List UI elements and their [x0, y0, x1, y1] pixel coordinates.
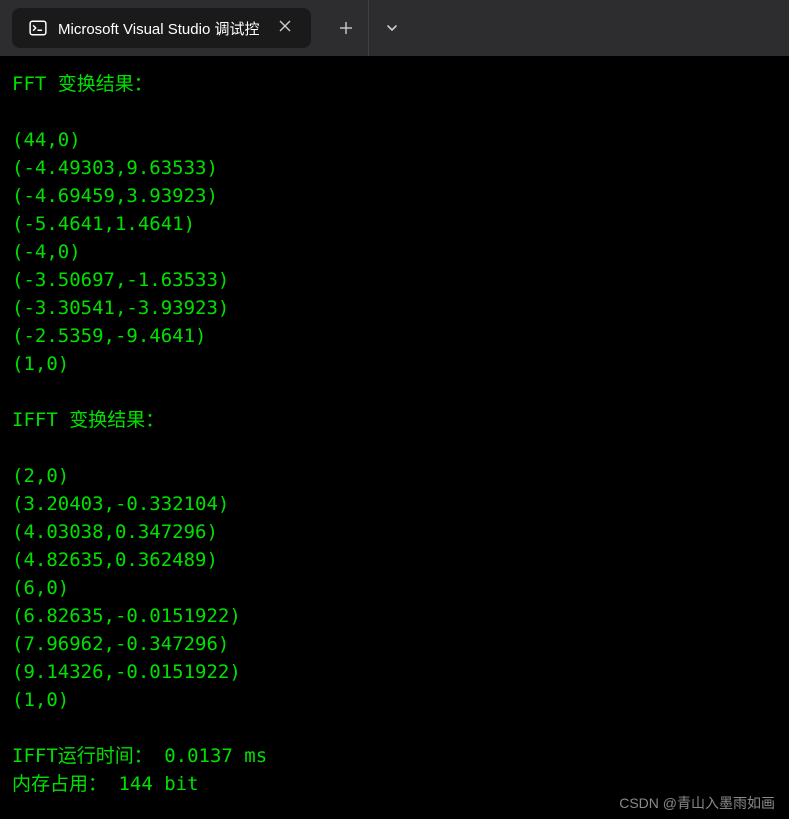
fft-result-line: (-2.5359,-9.4641) [12, 322, 777, 350]
ifft-result-line: (2,0) [12, 462, 777, 490]
ifft-result-line: (3.20403,-0.332104) [12, 490, 777, 518]
close-tab-button[interactable] [275, 19, 295, 37]
active-tab[interactable]: Microsoft Visual Studio 调试控 [12, 8, 311, 48]
blank-line [12, 378, 777, 406]
title-bar: Microsoft Visual Studio 调试控 [0, 0, 789, 56]
fft-result-line: (-3.50697,-1.63533) [12, 266, 777, 294]
ifft-result-line: (7.96962,-0.347296) [12, 630, 777, 658]
fft-result-line: (-5.4641,1.4641) [12, 210, 777, 238]
ifft-result-line: (6,0) [12, 574, 777, 602]
fft-result-line: (-4,0) [12, 238, 777, 266]
fft-result-line: (-4.69459,3.93923) [12, 182, 777, 210]
tab-title: Microsoft Visual Studio 调试控 [58, 18, 259, 39]
console-output: FFT 变换结果： (44,0) (-4.49303,9.63533) (-4.… [0, 56, 789, 812]
tab-bar-actions [323, 0, 415, 56]
blank-line [12, 98, 777, 126]
blank-line [12, 434, 777, 462]
ifft-result-line: (9.14326,-0.0151922) [12, 658, 777, 686]
blank-line [12, 714, 777, 742]
tab-dropdown-button[interactable] [369, 0, 415, 56]
ifft-result-line: (4.03038,0.347296) [12, 518, 777, 546]
watermark: CSDN @青山入墨雨如画 [619, 793, 775, 813]
ifft-result-line: (1,0) [12, 686, 777, 714]
fft-result-line: (-4.49303,9.63533) [12, 154, 777, 182]
new-tab-button[interactable] [323, 0, 369, 56]
console-icon [28, 18, 48, 38]
ifft-header: IFFT 变换结果： [12, 406, 777, 434]
fft-result-line: (44,0) [12, 126, 777, 154]
ifft-result-line: (4.82635,0.362489) [12, 546, 777, 574]
fft-result-line: (1,0) [12, 350, 777, 378]
ifft-result-line: (6.82635,-0.0151922) [12, 602, 777, 630]
fft-header: FFT 变换结果： [12, 70, 777, 98]
timing-line: IFFT运行时间： 0.0137 ms [12, 742, 777, 770]
fft-result-line: (-3.30541,-3.93923) [12, 294, 777, 322]
